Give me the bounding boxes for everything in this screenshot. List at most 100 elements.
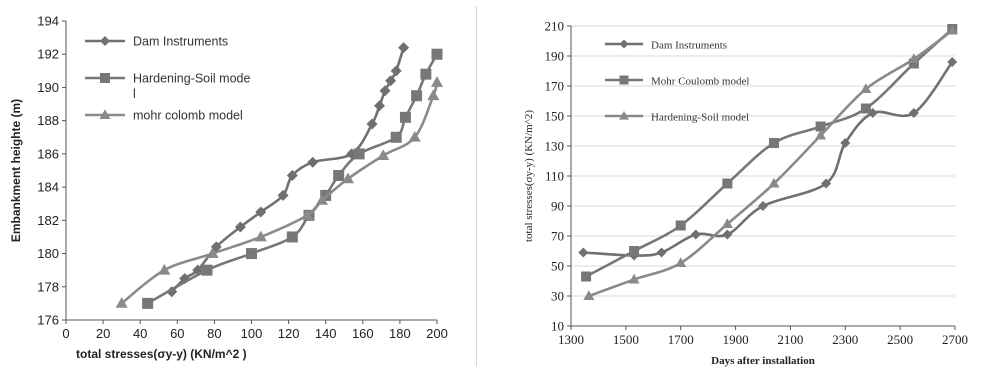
x-tick-label: 1700 [668,332,694,347]
data-point [353,148,365,160]
legend-label-cont: l [133,87,136,101]
right-chart-panel: 10 30 50 70 90 110 130 150 170 190 210 1300 1500 1700… [480,0,995,372]
data-point [690,229,701,240]
y-tick-label: 50 [551,259,564,274]
data-point [722,229,733,240]
data-point [946,24,958,35]
data-point [158,263,171,275]
legend-marker [619,110,629,120]
data-point [246,248,257,260]
legend-marker [619,39,629,49]
data-point [722,178,733,189]
data-point [430,76,444,87]
legend-marker [619,75,629,85]
x-axis-title: Days after installation [711,355,815,367]
y-axis-title: total stresses(σy-y) (KN/m^2) [523,110,535,242]
series-line [170,46,405,294]
data-point [721,218,733,228]
series-line [582,60,954,257]
x-axis-title: total stresses(σy-y) (KN/m^2 ) [76,347,247,361]
y-tick-label: 110 [545,169,564,184]
data-point [307,156,319,168]
data-point [286,169,298,181]
data-point [315,194,329,205]
x-tick-label: 180 [389,326,411,341]
data-point [578,247,589,258]
data-point [254,230,267,242]
data-point [390,65,402,77]
y-tick-label: 182 [37,213,59,228]
y-tick-label: 188 [37,113,59,128]
y-tick-label: 194 [37,14,59,29]
y-tick-label: 210 [545,19,565,34]
x-tick-label: 160 [352,326,374,341]
legend-label: mohr colomb model [133,109,243,123]
left-chart-panel: 176 178 180 182 184 186 188 190 192 194 0 20 40 60 80 1… [0,0,475,372]
y-tick-label: 70 [551,229,564,244]
y-tick-label: 10 [551,319,564,334]
data-point [860,83,872,93]
data-point [908,108,919,118]
data-point [399,111,411,123]
y-tick-label: 184 [37,180,59,195]
data-point [860,103,871,114]
data-point [629,246,640,256]
data-point [420,68,432,80]
data-point [427,89,440,101]
x-tick-label: 200 [426,326,448,341]
legend: Dam Instruments Hardening-Soil model mohr … [85,35,250,123]
data-point [115,297,128,308]
x-tick-label: 1900 [723,332,749,347]
data-point [675,257,687,267]
legend: Dam Instruments Mohr Coulomb model Hardeni… [605,39,749,124]
data-point [908,53,920,63]
data-point [301,209,314,220]
y-tick-label: 30 [551,289,564,304]
x-tick-label: 0 [62,326,69,341]
x-tick-label: 1500 [613,332,639,347]
legend-label: Mohr Coulomb model [651,76,749,88]
y-tick-label: 150 [545,109,565,124]
y-tick-label: 190 [545,49,565,64]
data-point [277,189,289,201]
data-point [408,130,421,142]
x-tick-label: 2300 [832,332,858,347]
x-tick-label: 2500 [887,332,913,347]
legend-label: Dam Instruments [651,40,727,52]
data-point [947,57,958,67]
data-point [398,42,410,54]
x-tick-label: 60 [170,326,184,341]
series-3 [115,76,444,308]
x-tick-label: 20 [96,326,110,341]
y-tick-label: 170 [545,79,565,94]
data-point [758,201,768,211]
data-point [366,118,378,130]
data-point [234,221,246,233]
stress-vs-days-chart: 10 30 50 70 90 110 130 150 170 190 210 1300 1500 1700… [523,19,968,368]
x-tick-label: 2700 [942,332,968,347]
series-line [584,27,954,278]
data-point [768,138,779,148]
data-point [656,247,667,258]
data-point [768,177,780,188]
data-point [431,48,443,60]
data-point [142,297,154,309]
data-point [333,169,345,181]
data-point [583,290,595,300]
data-point [373,100,385,112]
data-point [821,178,832,189]
series-1 [578,57,958,261]
y-tick-label: 90 [551,199,564,214]
x-tick-label: 120 [278,326,300,341]
legend-marker [100,36,110,46]
series-3 [583,24,958,300]
y-tick-label: 130 [545,139,565,154]
y-tick-label: 190 [37,80,59,95]
data-point [390,131,402,143]
y-tick-label: 180 [37,246,59,261]
data-point [581,271,592,282]
legend-label: Hardening-Soil mode [133,72,250,86]
panel-divider [476,6,477,366]
data-point [628,273,640,284]
legend-label: Dam Instruments [133,35,228,49]
